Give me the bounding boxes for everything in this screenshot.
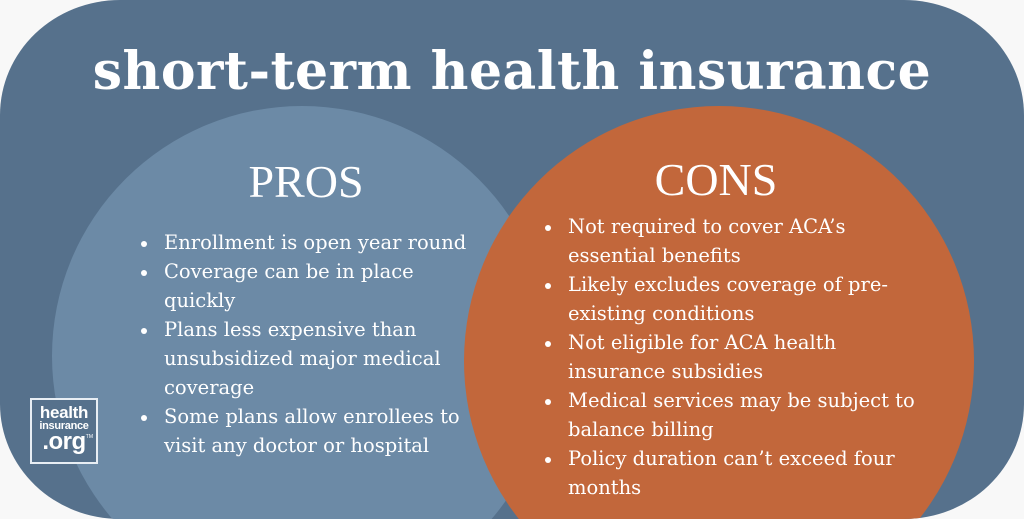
cons-item: Not eligible for ACA health insurance su… bbox=[541, 328, 921, 386]
healthinsurance-org-logo: health insurance .org TM bbox=[30, 398, 98, 464]
logo-line-health: health bbox=[39, 403, 89, 422]
logo-line-insurance: insurance bbox=[39, 420, 89, 432]
cons-item: Likely excludes coverage of pre-existing… bbox=[541, 270, 921, 328]
cons-circle bbox=[464, 106, 974, 519]
pros-item: Coverage can be in place quickly bbox=[137, 257, 482, 315]
pros-item: Some plans allow enrollees to visit any … bbox=[137, 402, 482, 460]
cons-heading: CONS bbox=[654, 154, 778, 205]
cons-item: Not required to cover ACA’s essential be… bbox=[541, 212, 921, 270]
pros-item: Enrollment is open year round bbox=[137, 228, 482, 257]
trademark-icon: TM bbox=[85, 434, 93, 440]
page-title: short-term health insurance bbox=[92, 41, 932, 102]
pros-list: Enrollment is open year round Coverage c… bbox=[137, 228, 482, 460]
cons-item: Medical services may be subject to balan… bbox=[541, 386, 921, 444]
pros-heading: PROS bbox=[248, 156, 364, 207]
cons-list: Not required to cover ACA’s essential be… bbox=[541, 212, 921, 502]
logo-line-org: .org bbox=[42, 428, 86, 455]
pros-item: Plans less expensive than unsubsidized m… bbox=[137, 315, 482, 402]
cons-item: Policy duration can’t exceed four months bbox=[541, 444, 921, 502]
